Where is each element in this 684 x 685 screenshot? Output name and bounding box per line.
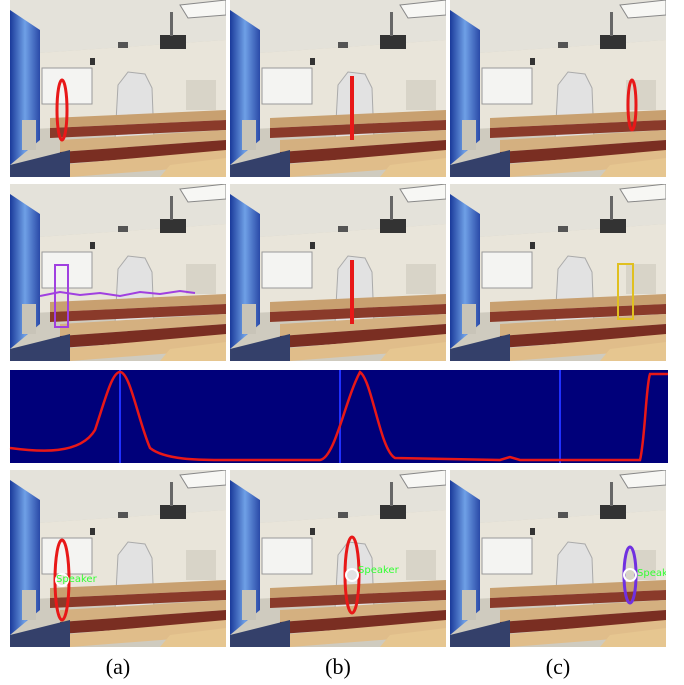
photo-c2 [450, 184, 666, 361]
panel-label: (b) [325, 654, 351, 679]
photo-b2 [230, 184, 446, 361]
photo-a4: Speaker [10, 470, 226, 647]
photo-c4: Speaker [450, 470, 679, 647]
panel-label: (c) [546, 654, 570, 679]
speaker-label: Speaker [56, 574, 98, 585]
photo-b4: Speaker [230, 470, 446, 647]
likelihood-plot [9, 370, 668, 463]
photo-c1 [450, 0, 666, 177]
photo-a1 [10, 0, 226, 177]
photo-b1 [230, 0, 446, 177]
panel-label: (a) [106, 654, 130, 679]
speaker-label: Speaker [637, 568, 679, 579]
speaker-label: Speaker [358, 565, 400, 576]
photo-a2 [10, 184, 226, 361]
